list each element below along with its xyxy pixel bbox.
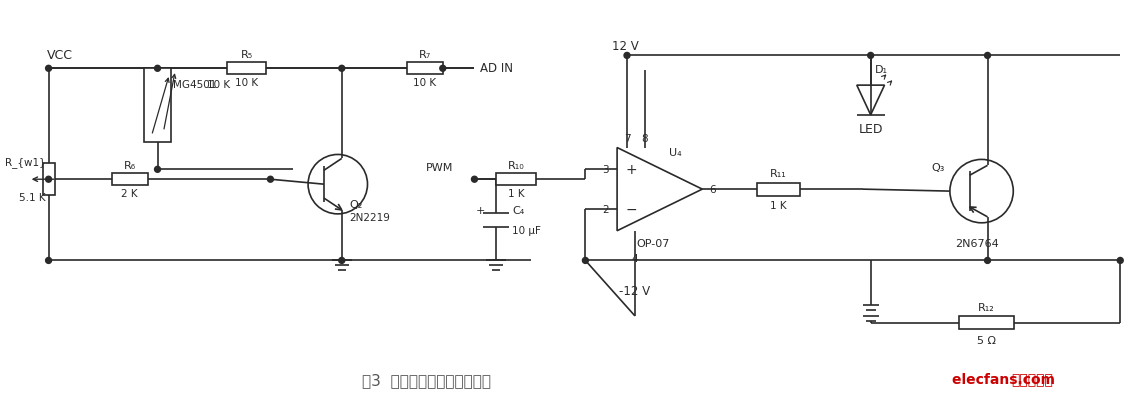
Text: MG4501: MG4501 [173, 80, 217, 90]
Bar [143, 69, 172, 142]
Text: 5 Ω: 5 Ω [978, 335, 996, 345]
Text: −: − [626, 202, 637, 216]
Text: 7: 7 [623, 133, 630, 143]
Text: 1 K: 1 K [508, 189, 525, 198]
Circle shape [155, 167, 160, 173]
Bar [959, 317, 1014, 329]
Text: 2 K: 2 K [121, 189, 139, 198]
Circle shape [46, 66, 52, 72]
Text: +: + [476, 205, 485, 215]
Text: R₁₀: R₁₀ [508, 161, 525, 171]
Text: 1 K: 1 K [770, 200, 787, 211]
Bar [42, 164, 55, 196]
Text: PWM: PWM [426, 163, 454, 173]
Bar [496, 174, 536, 186]
Text: 4: 4 [631, 254, 637, 264]
Circle shape [582, 258, 588, 264]
Circle shape [440, 66, 446, 72]
Text: 10 μF: 10 μF [512, 225, 541, 235]
Text: 5.1 K: 5.1 K [19, 192, 46, 202]
Text: 图3  环境光检测及恒流源电路: 图3 环境光检测及恒流源电路 [362, 372, 492, 387]
Text: Q₃: Q₃ [932, 163, 944, 173]
Circle shape [984, 53, 990, 59]
Bar [227, 63, 267, 75]
Text: 8: 8 [642, 133, 649, 143]
Text: +: + [626, 163, 637, 177]
Text: R₁₁: R₁₁ [770, 169, 787, 179]
Text: elecfans.com: elecfans.com [952, 372, 1060, 386]
Text: AD IN: AD IN [480, 62, 513, 75]
Circle shape [1117, 258, 1123, 264]
Bar [112, 174, 148, 186]
Text: OP-07: OP-07 [636, 238, 669, 248]
Circle shape [339, 66, 345, 72]
Text: 2N2219: 2N2219 [350, 212, 391, 222]
Text: 10 K: 10 K [207, 80, 230, 90]
Text: 10 K: 10 K [235, 78, 258, 88]
Text: VCC: VCC [47, 49, 72, 62]
Text: R₆: R₆ [124, 161, 136, 171]
Text: R_{w1}: R_{w1} [5, 157, 46, 167]
Text: 2: 2 [603, 205, 610, 214]
Circle shape [868, 53, 873, 59]
Text: 10 K: 10 K [414, 78, 437, 88]
Text: LED: LED [858, 123, 882, 136]
Circle shape [46, 258, 52, 264]
Text: Q₂: Q₂ [350, 200, 363, 209]
Circle shape [625, 53, 630, 59]
Circle shape [339, 258, 345, 264]
Text: 12 V: 12 V [612, 40, 638, 53]
Text: C₄: C₄ [512, 205, 525, 215]
Text: -12 V: -12 V [619, 284, 651, 297]
Text: U₄: U₄ [668, 148, 681, 158]
Text: 电子发烧友: 电子发烧友 [1011, 372, 1053, 386]
Circle shape [46, 177, 52, 183]
Bar [756, 183, 800, 196]
Text: 6: 6 [709, 185, 716, 195]
Text: R₇: R₇ [418, 50, 431, 60]
Text: 2N6764: 2N6764 [955, 238, 998, 248]
Text: R₁₂: R₁₂ [979, 302, 995, 312]
Text: 3: 3 [603, 165, 610, 175]
Bar [407, 63, 442, 75]
Text: D₁: D₁ [874, 65, 888, 75]
Circle shape [155, 66, 160, 72]
Circle shape [471, 177, 478, 183]
Circle shape [984, 258, 990, 264]
Circle shape [267, 177, 274, 183]
Text: R₅: R₅ [241, 50, 253, 60]
